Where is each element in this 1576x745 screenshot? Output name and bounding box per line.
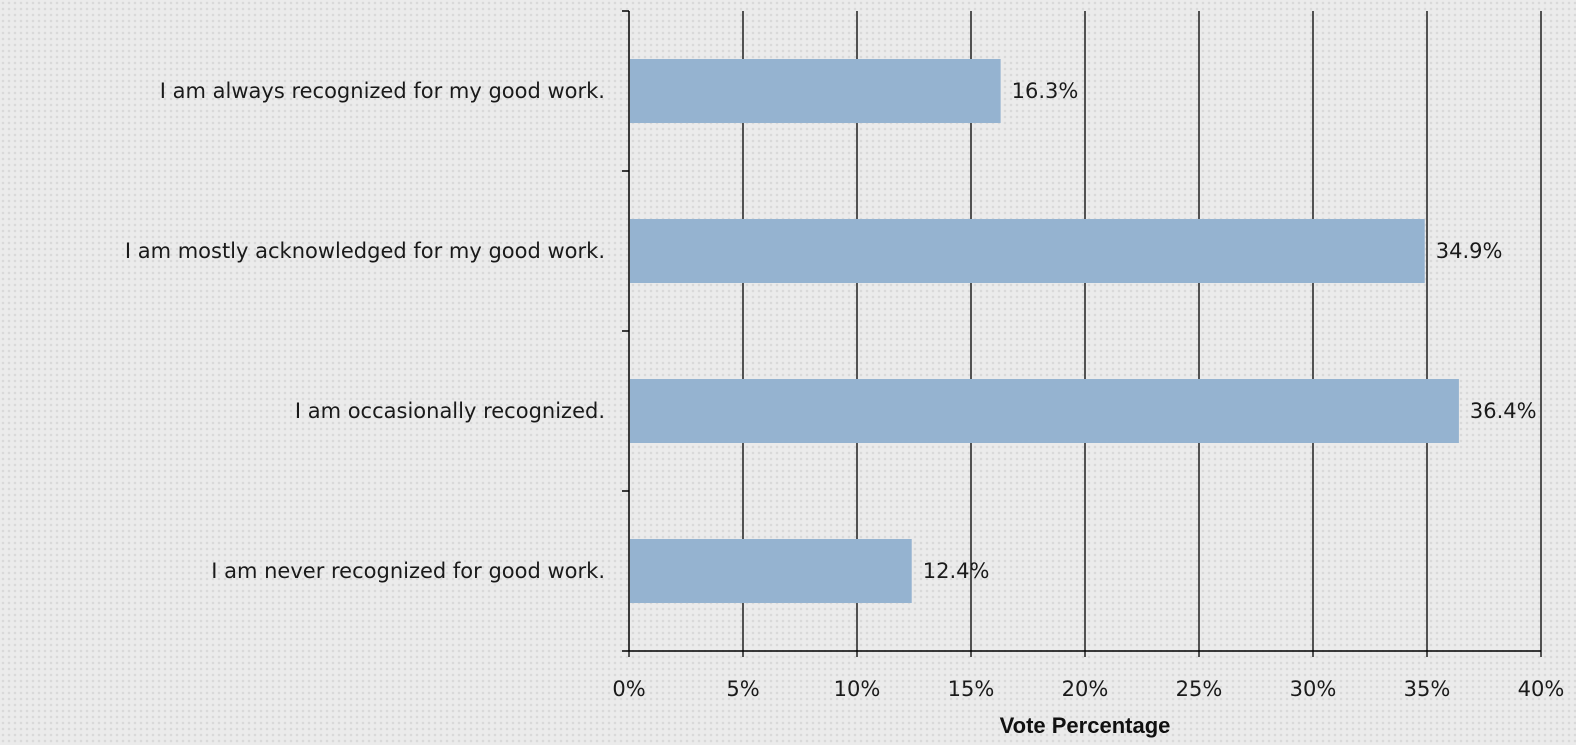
data-label: 12.4% bbox=[923, 559, 990, 583]
bar bbox=[630, 219, 1425, 283]
x-tick-label: 10% bbox=[834, 677, 881, 701]
category-label: I am never recognized for good work. bbox=[211, 559, 605, 583]
x-tick-label: 5% bbox=[726, 677, 759, 701]
data-label: 36.4% bbox=[1470, 399, 1537, 423]
bar bbox=[630, 59, 1001, 123]
bars bbox=[630, 59, 1459, 603]
bar bbox=[630, 379, 1459, 443]
x-tick-label: 0% bbox=[612, 677, 645, 701]
category-label: I am occasionally recognized. bbox=[295, 399, 605, 423]
axes bbox=[622, 10, 1542, 657]
bar bbox=[630, 539, 912, 603]
labels: 0% 5% 10% 15% 20% 25% 30% 35% 40% I am always rec… bbox=[125, 79, 1565, 701]
x-tick-label: 25% bbox=[1176, 677, 1223, 701]
data-label: 16.3% bbox=[1012, 79, 1079, 103]
category-label: I am always recognized for my good work. bbox=[160, 79, 605, 103]
x-tick-label: 30% bbox=[1290, 677, 1337, 701]
category-label: I am mostly acknowledged for my good wor… bbox=[125, 239, 605, 263]
data-label: 34.9% bbox=[1436, 239, 1503, 263]
x-axis-title: Vote Percentage bbox=[1000, 713, 1171, 738]
x-tick-label: 35% bbox=[1404, 677, 1451, 701]
x-tick-label: 15% bbox=[948, 677, 995, 701]
x-tick-label: 20% bbox=[1062, 677, 1109, 701]
x-tick-label: 40% bbox=[1518, 677, 1565, 701]
